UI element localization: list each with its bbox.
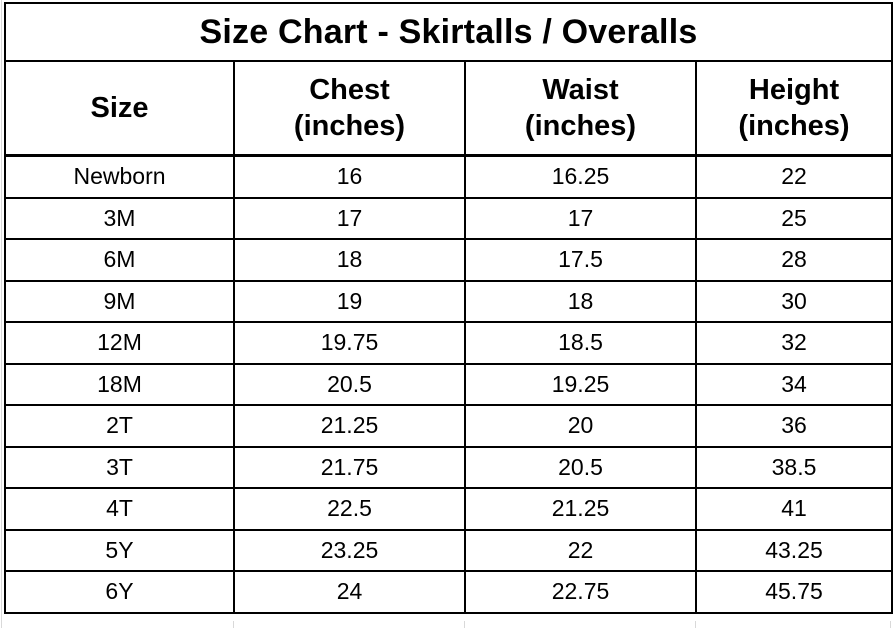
- chest-cell: 21.25: [233, 404, 466, 448]
- col-header-chest: Chest (inches): [233, 60, 466, 157]
- size-cell: 18M: [4, 362, 235, 406]
- col-header-chest-unit: (inches): [293, 110, 406, 142]
- waist-cell: 19.25: [464, 362, 697, 406]
- height-cell: 43.25: [695, 528, 893, 572]
- spreadsheet-gridline: [464, 621, 465, 628]
- col-header-waist: Waist (inches): [464, 60, 697, 157]
- waist-cell: 22: [464, 528, 697, 572]
- waist-cell: 21.25: [464, 487, 697, 531]
- col-header-height-unit: (inches): [738, 110, 850, 142]
- height-cell: 32: [695, 321, 893, 365]
- size-cell: 5Y: [4, 528, 235, 572]
- col-header-height: Height (inches): [695, 60, 893, 157]
- spreadsheet-gridline: [695, 621, 696, 628]
- waist-cell: 20: [464, 404, 697, 448]
- chest-cell: 19.75: [233, 321, 466, 365]
- size-cell: 9M: [4, 279, 235, 323]
- waist-cell: 18: [464, 279, 697, 323]
- table-row: 5Y 23.25 22 43.25: [4, 528, 893, 572]
- chest-cell: 17: [233, 196, 466, 240]
- waist-cell: 17.5: [464, 238, 697, 282]
- chest-cell: 22.5: [233, 487, 466, 531]
- spreadsheet-gridline: [1, 0, 2, 628]
- chest-cell: 16: [233, 154, 466, 199]
- height-cell: 34: [695, 362, 893, 406]
- table-row: 3M 17 17 25: [4, 196, 893, 240]
- waist-cell: 20.5: [464, 445, 697, 489]
- spreadsheet-gridline: [890, 621, 891, 628]
- title-row: Size Chart - Skirtalls / Overalls: [4, 2, 893, 62]
- size-cell: 3M: [4, 196, 235, 240]
- waist-cell: 22.75: [464, 570, 697, 614]
- table-row: 4T 22.5 21.25 41: [4, 487, 893, 531]
- table-row: 3T 21.75 20.5 38.5: [4, 445, 893, 489]
- waist-cell: 18.5: [464, 321, 697, 365]
- header-row: Size Chest (inches) Waist (inches) Heigh…: [4, 60, 893, 157]
- col-header-waist-unit: (inches): [524, 110, 637, 142]
- table-row: 12M 19.75 18.5 32: [4, 321, 893, 365]
- table-row: 2T 21.25 20 36: [4, 404, 893, 448]
- size-cell: 12M: [4, 321, 235, 365]
- chart-title: Size Chart - Skirtalls / Overalls: [4, 2, 893, 62]
- size-cell: 4T: [4, 487, 235, 531]
- table-row: 9M 19 18 30: [4, 279, 893, 323]
- col-header-size-label: Size: [90, 91, 149, 124]
- height-cell: 30: [695, 279, 893, 323]
- height-cell: 22: [695, 154, 893, 199]
- chest-cell: 24: [233, 570, 466, 614]
- height-cell: 38.5: [695, 445, 893, 489]
- height-cell: 41: [695, 487, 893, 531]
- chest-cell: 23.25: [233, 528, 466, 572]
- height-cell: 45.75: [695, 570, 893, 614]
- chest-cell: 20.5: [233, 362, 466, 406]
- spreadsheet-gridline: [233, 621, 234, 628]
- chest-cell: 18: [233, 238, 466, 282]
- size-cell: 6M: [4, 238, 235, 282]
- waist-cell: 16.25: [464, 154, 697, 199]
- col-header-size: Size: [4, 60, 235, 157]
- size-cell: Newborn: [4, 154, 235, 199]
- chest-cell: 19: [233, 279, 466, 323]
- height-cell: 25: [695, 196, 893, 240]
- size-chart-table: Size Chart - Skirtalls / Overalls Size C…: [4, 2, 893, 614]
- table-row: Newborn 16 16.25 22: [4, 154, 893, 199]
- height-cell: 28: [695, 238, 893, 282]
- height-cell: 36: [695, 404, 893, 448]
- table-row: 6M 18 17.5 28: [4, 238, 893, 282]
- size-cell: 3T: [4, 445, 235, 489]
- size-cell: 2T: [4, 404, 235, 448]
- table-row: 18M 20.5 19.25 34: [4, 362, 893, 406]
- col-header-chest-label: Chest: [309, 73, 390, 106]
- col-header-height-label: Height: [748, 73, 840, 106]
- waist-cell: 17: [464, 196, 697, 240]
- table-row: 6Y 24 22.75 45.75: [4, 570, 893, 614]
- chest-cell: 21.75: [233, 445, 466, 489]
- size-cell: 6Y: [4, 570, 235, 614]
- col-header-waist-label: Waist: [542, 73, 619, 106]
